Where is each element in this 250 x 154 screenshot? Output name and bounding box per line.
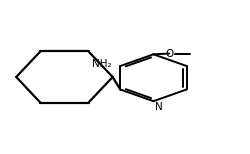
Text: NH₂: NH₂	[92, 59, 111, 69]
Text: N: N	[156, 102, 163, 112]
Text: O: O	[166, 49, 174, 59]
